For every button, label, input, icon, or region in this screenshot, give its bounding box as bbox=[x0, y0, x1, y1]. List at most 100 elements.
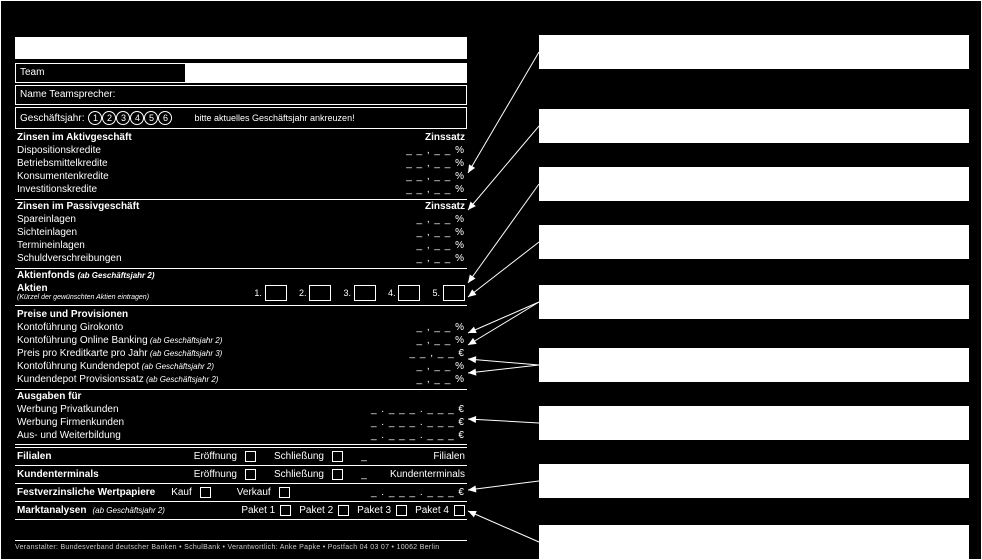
gj-year-option[interactable]: 2 bbox=[102, 111, 116, 125]
row-label: Termineinlagen bbox=[17, 239, 417, 252]
filialen-count[interactable]: _ bbox=[349, 451, 379, 462]
aktiv-head: Zinsen im Aktivgeschäft Zinssatz bbox=[15, 131, 467, 144]
ausgaben-rows: Werbung Privatkunden_ . _ _ _ . _ _ _ €W… bbox=[15, 403, 467, 445]
speaker-row: Name Teamsprecher: bbox=[15, 85, 467, 105]
table-row: Spareinlagen_ , _ _ % bbox=[15, 213, 467, 226]
aktien-label: Aktien bbox=[17, 283, 149, 294]
aktien-boxes[interactable]: 1. 2. 3. 4. 5. bbox=[254, 285, 465, 301]
row-label: Aus- und Weiterbildung bbox=[17, 429, 371, 442]
table-row: Schuldverschreibungen_ , _ _ % bbox=[15, 252, 467, 265]
markt-sub: (ab Geschäftsjahr 2) bbox=[92, 506, 164, 515]
row-value[interactable]: _ , _ _ % bbox=[417, 239, 465, 252]
paket-option[interactable]: Paket 2 bbox=[299, 505, 349, 516]
gj-year-option[interactable]: 6 bbox=[158, 111, 172, 125]
aktiv-title: Zinsen im Aktivgeschäft bbox=[17, 132, 132, 143]
right-blank-bar bbox=[539, 109, 969, 143]
preise-rows: Kontoführung Girokonto_ , _ _ % Kontoführ… bbox=[15, 321, 467, 386]
filialen-open-label: Eröffnung bbox=[194, 451, 237, 462]
right-blank-bar bbox=[539, 285, 969, 319]
row-label: Schuldverschreibungen bbox=[17, 252, 417, 265]
festverz-sell-chk[interactable] bbox=[279, 487, 290, 498]
paket-option[interactable]: Paket 3 bbox=[357, 505, 407, 516]
row-value[interactable]: _ . _ _ _ . _ _ _ € bbox=[371, 403, 465, 416]
terminals-row: Kundenterminals Eröffnung Schließung _ K… bbox=[15, 465, 467, 483]
gj-year-option[interactable]: 4 bbox=[130, 111, 144, 125]
aktien-slot[interactable]: 2. bbox=[299, 285, 332, 301]
row-value[interactable]: _ , _ _ % bbox=[417, 373, 465, 386]
table-row: Werbung Privatkunden_ . _ _ _ . _ _ _ € bbox=[15, 403, 467, 416]
table-row: Aus- und Weiterbildung_ . _ _ _ . _ _ _ … bbox=[15, 429, 467, 442]
row-label: Dispositionskredite bbox=[17, 144, 406, 157]
row-value[interactable]: _ , _ _ % bbox=[417, 360, 465, 373]
row-value[interactable]: _ , _ _ % bbox=[417, 252, 465, 265]
gj-year-option[interactable]: 5 bbox=[144, 111, 158, 125]
row-value[interactable]: _ _ , _ _ € bbox=[410, 347, 465, 360]
row-value[interactable]: _ _ , _ _ % bbox=[406, 144, 465, 157]
passiv-title: Zinsen im Passivgeschäft bbox=[17, 201, 139, 212]
table-row: Sichteinlagen_ , _ _ % bbox=[15, 226, 467, 239]
gj-label: Geschäftsjahr: bbox=[20, 113, 84, 124]
row-value[interactable]: _ _ , _ _ % bbox=[406, 157, 465, 170]
paket-option[interactable]: Paket 1 bbox=[241, 505, 291, 516]
terminals-open-label: Eröffnung bbox=[194, 469, 237, 480]
ausgaben-title: Ausgaben für bbox=[17, 391, 81, 402]
festverz-amount[interactable]: _ . _ _ _ . _ _ _ € bbox=[371, 487, 465, 498]
gj-year-option[interactable]: 1 bbox=[88, 111, 102, 125]
right-blank-bar bbox=[539, 35, 969, 69]
form-panel: Team Name Teamsprecher: Geschäftsjahr: 1… bbox=[15, 37, 467, 520]
passiv-head: Zinsen im Passivgeschäft Zinssatz bbox=[15, 199, 467, 213]
preise-title: Preise und Provisionen bbox=[17, 309, 128, 320]
aktien-head: Aktienfonds (ab Geschäftsjahr 2) bbox=[15, 268, 467, 282]
aktien-slot[interactable]: 4. bbox=[388, 285, 421, 301]
row-label: Kundendepot Provisionssatz (ab Geschäfts… bbox=[17, 373, 417, 386]
table-row: Werbung Firmenkunden_ . _ _ _ . _ _ _ € bbox=[15, 416, 467, 429]
table-row: Konsumentenkredite_ _ , _ _ % bbox=[15, 170, 467, 183]
filialen-open-chk[interactable] bbox=[245, 451, 256, 462]
gj-checkboxes[interactable]: 123456 bbox=[88, 111, 172, 125]
aktien-labels: Aktien (Kürzel der gewünschten Aktien ei… bbox=[17, 283, 149, 302]
ausgaben-head: Ausgaben für bbox=[15, 389, 467, 403]
table-row: Kontoführung Girokonto_ , _ _ % bbox=[15, 321, 467, 334]
row-value[interactable]: _ , _ _ % bbox=[417, 226, 465, 239]
filialen-close-label: Schließung bbox=[274, 451, 324, 462]
table-row: Investitionskredite_ _ , _ _ % bbox=[15, 183, 467, 196]
row-label: Betriebsmittelkredite bbox=[17, 157, 406, 170]
aktien-row: Aktien (Kürzel der gewünschten Aktien ei… bbox=[15, 282, 467, 306]
aktien-slot[interactable]: 3. bbox=[343, 285, 376, 301]
row-label: Spareinlagen bbox=[17, 213, 417, 226]
team-label: Team bbox=[16, 64, 186, 82]
aktien-note: (Kürzel der gewünschten Aktien eintragen… bbox=[17, 294, 149, 302]
row-value[interactable]: _ . _ _ _ . _ _ _ € bbox=[371, 429, 465, 442]
table-row: Dispositionskredite_ _ , _ _ % bbox=[15, 144, 467, 157]
markt-title: Marktanalysen bbox=[17, 505, 86, 516]
row-value[interactable]: _ , _ _ % bbox=[417, 334, 465, 347]
right-blank-bar bbox=[539, 348, 969, 382]
table-row: Kundendepot Provisionssatz (ab Geschäfts… bbox=[15, 373, 467, 386]
aktien-slot[interactable]: 1. bbox=[254, 285, 287, 301]
gj-hint: bitte aktuelles Geschäftsjahr ankreuzen! bbox=[194, 113, 354, 123]
festverz-buy-chk[interactable] bbox=[200, 487, 211, 498]
terminals-open-chk[interactable] bbox=[245, 469, 256, 480]
terminals-close-chk[interactable] bbox=[332, 469, 343, 480]
row-value[interactable]: _ _ , _ _ % bbox=[406, 170, 465, 183]
right-blank-bar bbox=[539, 406, 969, 440]
row-label: Sichteinlagen bbox=[17, 226, 417, 239]
gj-year-option[interactable]: 3 bbox=[116, 111, 130, 125]
markt-row: Marktanalysen (ab Geschäftsjahr 2) Paket… bbox=[15, 501, 467, 520]
team-input-blank[interactable] bbox=[186, 64, 466, 82]
row-value[interactable]: _ _ , _ _ % bbox=[406, 183, 465, 196]
markt-pakets: Paket 1 Paket 2 Paket 3 Paket 4 bbox=[241, 505, 465, 516]
filialen-close-chk[interactable] bbox=[332, 451, 343, 462]
footer: Veranstalter: Bundesverband deutscher Ba… bbox=[15, 540, 467, 551]
row-label: Kontoführung Kundendepot (ab Geschäftsja… bbox=[17, 360, 417, 373]
aktien-slot[interactable]: 5. bbox=[432, 285, 465, 301]
row-label: Preis pro Kreditkarte pro Jahr (ab Gesch… bbox=[17, 347, 410, 360]
row-value[interactable]: _ . _ _ _ . _ _ _ € bbox=[371, 416, 465, 429]
paket-option[interactable]: Paket 4 bbox=[415, 505, 465, 516]
row-value[interactable]: _ , _ _ % bbox=[417, 321, 465, 334]
terminals-count[interactable]: _ bbox=[349, 469, 379, 480]
filialen-row: Filialen Eröffnung Schließung _ Filialen bbox=[15, 447, 467, 465]
terminals-title: Kundenterminals bbox=[17, 469, 99, 480]
team-row: Team bbox=[15, 63, 467, 83]
row-value[interactable]: _ , _ _ % bbox=[417, 213, 465, 226]
